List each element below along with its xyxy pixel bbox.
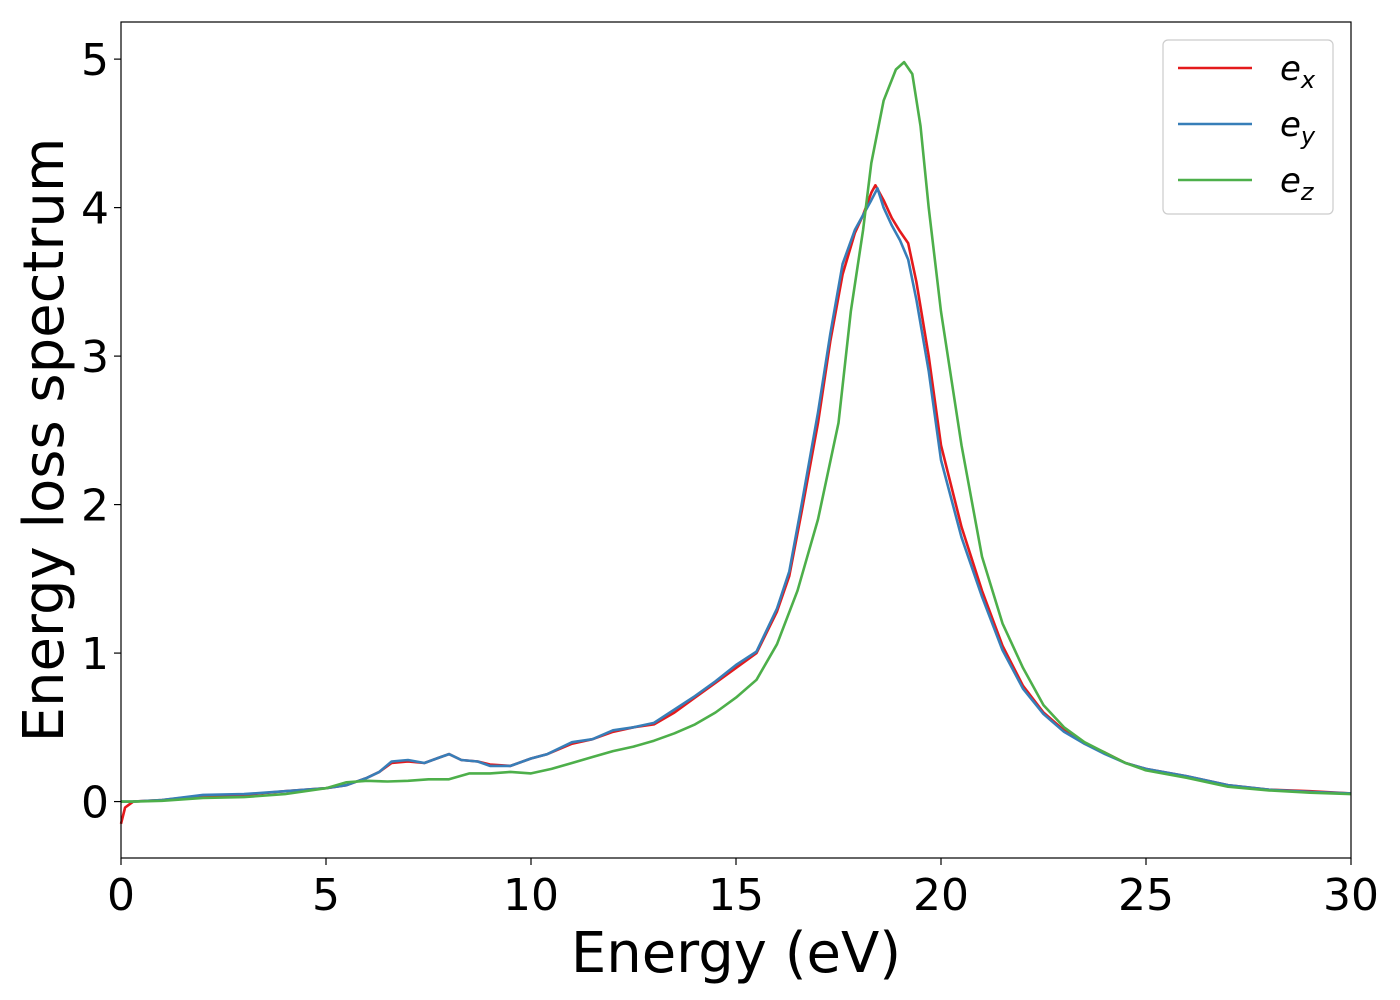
x-axis: 0 5 10 15 20 25 30	[107, 858, 1379, 921]
x-axis-label: Energy (eV)	[571, 921, 901, 986]
legend-label-ex: ex	[1280, 49, 1316, 94]
x-tick-label: 0	[107, 870, 135, 921]
x-tick-label: 10	[503, 870, 559, 921]
x-tick-label: 5	[312, 870, 340, 921]
legend-label-ez: ez	[1280, 161, 1315, 206]
legend-label-ey: ey	[1280, 105, 1316, 150]
y-tick-label: 2	[81, 481, 109, 532]
y-tick-label: 4	[81, 184, 109, 235]
x-tick-label: 25	[1118, 870, 1174, 921]
series-line-ex	[119, 184, 1352, 825]
plot-lines	[119, 60, 1352, 825]
y-tick-label: 1	[81, 629, 109, 680]
y-tick-label: 3	[81, 332, 109, 383]
legend-frame	[1162, 39, 1334, 215]
y-tick-label: 0	[81, 778, 109, 829]
y-axis-label: Energy loss spectrum	[12, 138, 77, 743]
y-tick-label: 5	[81, 35, 109, 86]
series-line-ey	[121, 187, 1352, 803]
x-tick-label: 15	[708, 870, 764, 921]
x-tick-label: 20	[913, 870, 969, 921]
series-line-ez	[121, 60, 1352, 803]
x-tick-label: 30	[1323, 870, 1379, 921]
y-axis: 0 1 2 3 4 5	[81, 35, 121, 829]
legend: ex ey ez	[1162, 39, 1334, 215]
